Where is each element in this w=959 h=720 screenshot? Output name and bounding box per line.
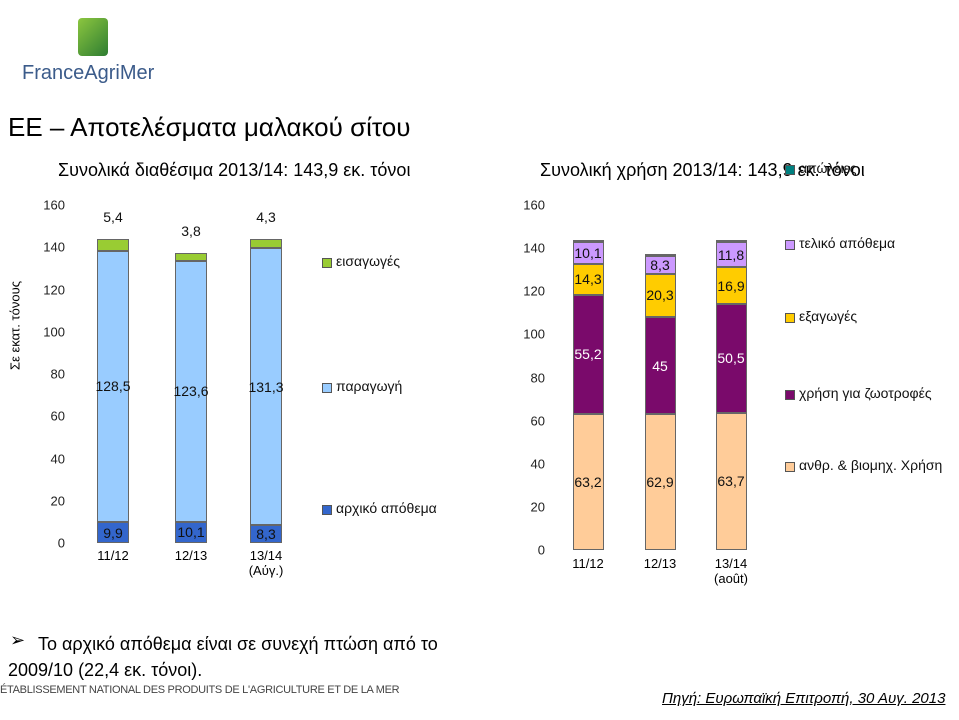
bar xyxy=(572,242,604,264)
y-tick-label: 80 xyxy=(50,366,65,382)
bar xyxy=(715,303,747,413)
bar xyxy=(644,255,676,274)
value-label: 10,1 xyxy=(177,524,205,541)
bar xyxy=(644,317,676,415)
legend-label: εισαγωγές xyxy=(336,253,401,269)
value-label: 8,3 xyxy=(256,526,276,543)
y-tick-label: 120 xyxy=(523,283,545,299)
bar xyxy=(715,241,747,268)
value-label: 9,9 xyxy=(103,524,123,541)
legend-swatch xyxy=(785,313,795,323)
value-label: 20,3 xyxy=(646,287,674,304)
bar xyxy=(97,250,129,523)
bar xyxy=(250,239,282,249)
logo: FranceAgriMer xyxy=(22,62,155,84)
legend-swatch xyxy=(322,505,332,515)
legend-swatch xyxy=(785,462,795,472)
value-label: 11,8 xyxy=(717,246,745,263)
value-label: 123,6 xyxy=(173,383,209,400)
bar xyxy=(97,239,129,251)
y-tick-label: 140 xyxy=(43,239,65,255)
y-tick-label: 40 xyxy=(530,456,545,472)
value-label: 10,1 xyxy=(574,244,602,261)
x-tick-label: 12/13 xyxy=(643,556,677,571)
legend-label: παραγωγή xyxy=(336,378,403,394)
bar xyxy=(715,267,747,304)
legend-label: απώλειες xyxy=(799,160,857,176)
value-label: 4,3 xyxy=(256,209,276,225)
y-tick-label: 20 xyxy=(530,499,545,515)
y-axis-label: Σε εκατ. τόνους xyxy=(7,281,23,370)
x-tick-label: 12/13 xyxy=(174,548,208,563)
value-label: 14,3 xyxy=(574,271,602,288)
bar xyxy=(572,239,604,243)
legend-swatch xyxy=(785,390,795,400)
title: ΕΕ – Αποτελέσματα μαλακού σίτου xyxy=(8,112,411,142)
logo-icon xyxy=(20,10,160,60)
value-label: 5,4 xyxy=(103,209,123,226)
bar xyxy=(572,413,604,550)
x-tick-label: 11/12 xyxy=(572,556,604,571)
legend-label: χρήση για ζωοτροφές xyxy=(799,385,932,401)
value-label: 63,7 xyxy=(717,473,745,490)
legend-label: ανθρ. & βιομηχ. Χρήση xyxy=(799,457,943,473)
bar xyxy=(175,260,207,522)
bar xyxy=(715,412,747,550)
y-tick-label: 60 xyxy=(50,408,65,424)
y-tick-label: 0 xyxy=(57,535,65,551)
y-tick-label: 140 xyxy=(523,240,545,256)
legend-label: τελικό απόθεμα xyxy=(799,235,896,251)
legend-swatch xyxy=(322,258,332,268)
bullet-text: Το αρχικό απόθεμα είναι σε συνεχή πτώση … xyxy=(8,634,438,680)
bar xyxy=(97,522,129,543)
subtitle: Συνολικά διαθέσιμα 2013/14: 143,9 εκ. τό… xyxy=(58,160,411,180)
value-label: 62,9 xyxy=(646,474,674,491)
legend-swatch xyxy=(785,165,795,175)
value-label: 63,2 xyxy=(574,473,602,490)
value-label: 128,5 xyxy=(95,378,131,395)
subtitle: Συνολική χρήση 2013/14: 143,9 εκ. τόνοι xyxy=(540,160,865,180)
x-tick-label: 13/14 (Αύγ.) xyxy=(248,548,284,578)
y-tick-label: 160 xyxy=(43,197,65,213)
y-tick-label: 120 xyxy=(43,282,65,297)
y-tick-label: 80 xyxy=(530,370,545,385)
y-tick-label: 160 xyxy=(523,197,545,213)
y-tick-label: 100 xyxy=(523,326,545,342)
legend-swatch xyxy=(785,240,795,250)
bar xyxy=(250,525,282,543)
value-label: 55,2 xyxy=(574,346,602,363)
bar xyxy=(572,263,604,295)
bar xyxy=(175,252,207,261)
y-tick-label: 60 xyxy=(530,413,545,429)
legend-label: εξαγωγές xyxy=(799,308,858,324)
bar xyxy=(644,253,676,256)
footer: ÉTABLISSEMENT NATIONAL DES PRODUITS DE L… xyxy=(0,684,400,696)
bar xyxy=(175,521,207,543)
y-tick-label: 0 xyxy=(537,542,545,558)
x-tick-label: 11/12 xyxy=(97,548,129,563)
source: Πηγή: Ευρωπαϊκή Επιτροπή, 30 Αυγ. 2013 xyxy=(662,690,946,707)
bar xyxy=(572,294,604,414)
value-label: 8,3 xyxy=(650,256,670,273)
bar xyxy=(250,248,282,526)
bullet-mark: ➢ xyxy=(10,630,26,650)
x-tick-label: 13/14 (août) xyxy=(714,556,748,586)
y-tick-label: 100 xyxy=(43,324,65,340)
y-tick-label: 40 xyxy=(50,451,65,466)
legend-swatch xyxy=(322,383,332,393)
value-label: 45 xyxy=(652,357,668,374)
value-label: 131,3 xyxy=(248,378,284,395)
value-label: 16,9 xyxy=(717,277,745,294)
value-label: 3,8 xyxy=(181,222,201,239)
bar xyxy=(715,239,747,242)
bar xyxy=(644,273,676,318)
y-tick-label: 20 xyxy=(50,493,65,509)
value-label: 50,5 xyxy=(717,350,745,367)
bar xyxy=(644,414,676,550)
legend-label: αρχικό απόθεμα xyxy=(336,500,437,516)
